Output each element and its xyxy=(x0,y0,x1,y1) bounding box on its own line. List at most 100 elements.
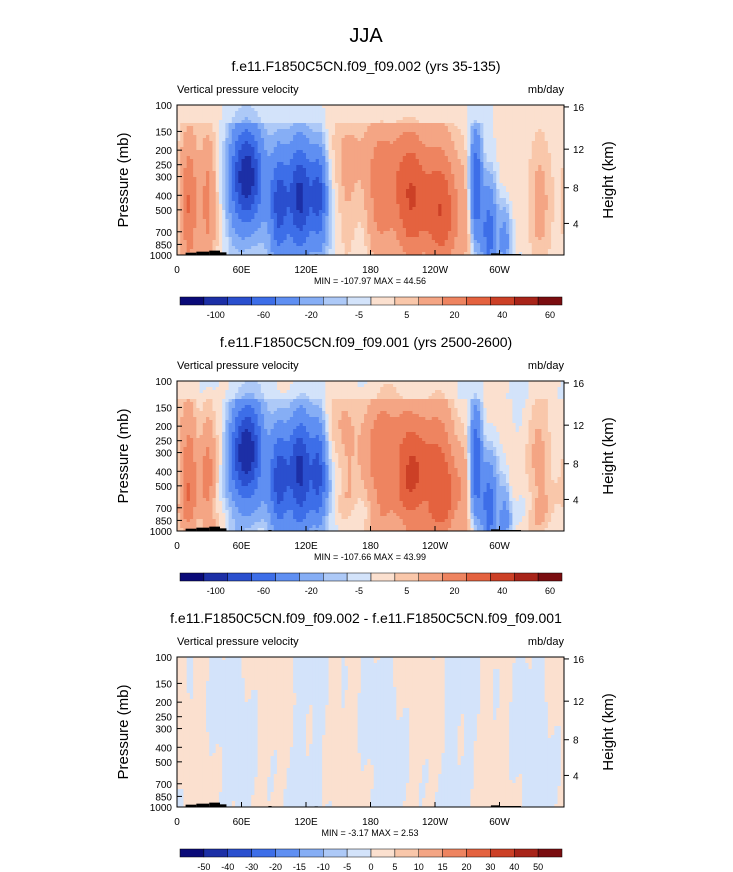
field-cell xyxy=(405,150,410,154)
field-cell xyxy=(235,153,239,157)
field-cell xyxy=(376,159,381,163)
field-cell xyxy=(425,129,429,133)
field-cell xyxy=(231,219,236,223)
field-cell xyxy=(238,192,242,196)
field-cell xyxy=(306,147,310,151)
field-cell xyxy=(335,213,339,217)
field-cell xyxy=(512,156,517,160)
field-cell xyxy=(347,183,352,187)
field-cell xyxy=(231,195,236,199)
field-cell xyxy=(454,213,458,217)
field-cell xyxy=(486,141,491,145)
field-cell xyxy=(218,198,223,202)
field-cell xyxy=(318,171,323,175)
field-cell xyxy=(238,132,242,136)
field-cell xyxy=(183,192,188,196)
field-cell xyxy=(409,171,413,175)
field-cell xyxy=(189,210,194,214)
field-cell xyxy=(209,120,213,124)
field-cell xyxy=(183,120,188,124)
field-cell xyxy=(473,168,478,172)
field-cell xyxy=(289,126,294,130)
field-cell xyxy=(373,207,378,211)
field-cell xyxy=(499,141,504,145)
field-cell xyxy=(215,165,220,169)
field-cell xyxy=(425,210,429,214)
field-cell xyxy=(534,135,539,139)
field-cell xyxy=(373,120,378,124)
field-cell xyxy=(554,192,558,196)
field-cell xyxy=(522,210,526,214)
field-cell xyxy=(202,198,207,202)
field-cell xyxy=(428,213,433,217)
field-cell xyxy=(193,150,197,154)
field-cell xyxy=(502,210,507,214)
field-cell xyxy=(309,141,313,145)
field-cell xyxy=(376,228,381,232)
field-cell xyxy=(341,120,346,124)
field-cell xyxy=(431,144,436,148)
field-cell xyxy=(254,159,259,163)
field-cell xyxy=(467,144,471,148)
field-cell xyxy=(306,225,310,229)
field-cell xyxy=(193,120,197,124)
field-cell xyxy=(235,129,239,133)
field-cell xyxy=(460,195,465,199)
field-cell xyxy=(315,177,320,181)
field-cell xyxy=(344,114,349,118)
field-cell xyxy=(286,150,291,154)
field-cell xyxy=(435,186,439,190)
field-cell xyxy=(335,195,339,199)
field-cell xyxy=(222,120,226,124)
field-cell xyxy=(254,129,259,133)
field-cell xyxy=(444,108,449,112)
field-cell xyxy=(447,132,452,136)
field-cell xyxy=(209,147,213,151)
field-cell xyxy=(328,195,333,199)
field-cell xyxy=(515,186,520,190)
field-cell xyxy=(502,186,507,190)
field-cell xyxy=(373,216,378,220)
field-cell xyxy=(312,207,317,211)
field-cell xyxy=(476,186,481,190)
field-cell xyxy=(335,141,339,145)
field-cell xyxy=(505,111,510,115)
field-cell xyxy=(193,147,197,151)
field-cell xyxy=(215,162,220,166)
field-cell xyxy=(460,126,465,130)
field-cell xyxy=(276,192,281,196)
field-cell xyxy=(177,189,181,193)
field-cell xyxy=(444,117,449,121)
field-cell xyxy=(534,168,539,172)
field-cell xyxy=(451,204,455,208)
field-cell xyxy=(180,114,184,118)
field-cell xyxy=(212,108,217,112)
field-cell xyxy=(335,153,339,157)
field-cell xyxy=(302,159,307,163)
field-cell xyxy=(238,138,242,142)
field-cell xyxy=(528,189,533,193)
field-cell xyxy=(215,108,220,112)
field-cell xyxy=(199,171,204,175)
field-cell xyxy=(335,135,339,139)
field-cell xyxy=(534,126,539,130)
field-cell xyxy=(515,222,520,226)
field-cell xyxy=(541,126,546,130)
field-cell xyxy=(460,207,465,211)
field-cell xyxy=(254,207,259,211)
field-cell xyxy=(244,120,249,124)
field-cell xyxy=(467,174,471,178)
field-cell xyxy=(431,147,436,151)
field-cell xyxy=(515,114,520,118)
field-cell xyxy=(202,114,207,118)
field-cell xyxy=(499,144,504,148)
field-cell xyxy=(209,207,213,211)
field-cell xyxy=(557,222,562,226)
field-cell xyxy=(309,165,313,169)
field-cell xyxy=(222,186,226,190)
field-cell xyxy=(431,132,436,136)
field-cell xyxy=(402,162,407,166)
field-cell xyxy=(431,150,436,154)
field-cell xyxy=(399,216,404,220)
field-cell xyxy=(228,180,233,184)
